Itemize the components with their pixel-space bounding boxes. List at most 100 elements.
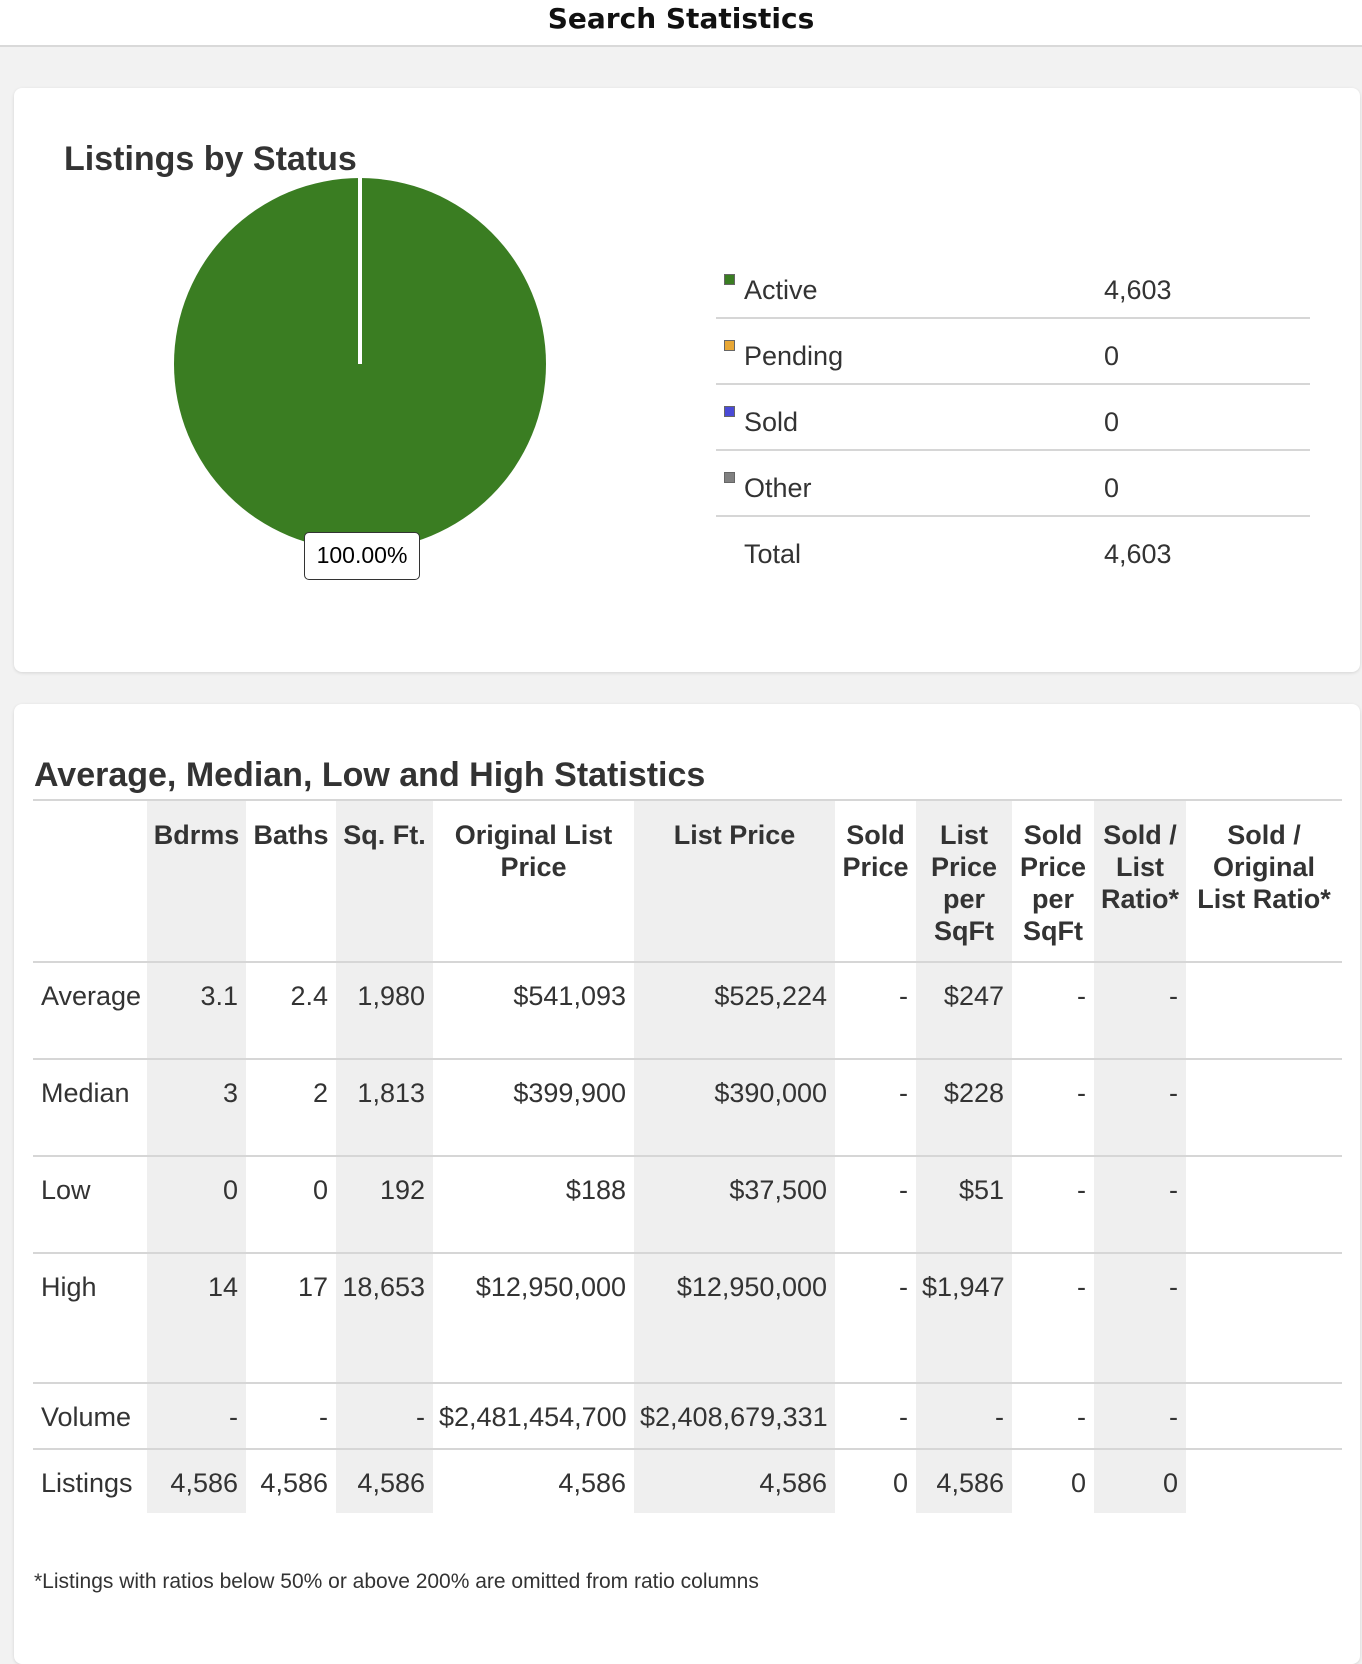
ratio-footnote: *Listings with ratios below 50% or above… [34,1570,759,1593]
legend-row-other: Other 0 [716,451,1310,517]
column-header: Sold / List Ratio* [1094,799,1186,963]
table-cell: 4,586 [558,1468,626,1498]
column-header: Sold / Original List Ratio* [1186,799,1342,963]
row-label: Median [33,1059,147,1157]
legend-label: Active [744,275,818,305]
status-pie-chart [174,178,546,550]
table-cell: 4,586 [916,1449,1012,1513]
table-cell: 192 [336,1156,433,1254]
table-cell [1186,1449,1342,1513]
row-label: High [33,1253,147,1384]
table-cell [1186,1383,1342,1450]
table-cell: $2,408,679,331 [634,1383,835,1450]
table-cell: 0 [1094,1449,1186,1513]
table-cell: 4,586 [634,1449,835,1513]
table-cell: - [1012,1383,1094,1450]
table-cell: $1,947 [916,1253,1012,1384]
table-cell: 0 [892,1468,908,1498]
listings-by-status-card: Listings by Status 100.00% Active 4,603 … [14,88,1360,672]
stats-card-title: Average, Median, Low and High Statistics [34,756,706,794]
row-label: Low [33,1156,147,1254]
legend-label: Other [744,473,812,503]
column-header: List Price per SqFt [916,799,1012,963]
table-cell: - [1094,1383,1186,1450]
table-cell: $541,093 [433,962,634,1060]
table-cell: - [835,1253,916,1384]
table-cell: - [1012,1156,1094,1254]
legend-value: 0 [1104,473,1120,503]
column-header: Sold Price [835,799,916,963]
table-row: Low 0 0 192 $188 $37,500- $51- - [33,1156,1342,1254]
table-row: Median 3 2 1,813 $399,900 $390,000- $228- - [33,1059,1342,1157]
statistics-card: Average, Median, Low and High Statistics… [14,704,1360,1664]
table-cell: - [246,1383,336,1450]
table-cell: $51 [916,1156,1012,1254]
table-cell: - [147,1383,246,1450]
column-header: Original List Price [433,799,634,963]
table-row: High 14 17 18,653 $12,950,000 $12,950,000- $1,… [33,1253,1342,1384]
top-bar: Search Statistics [0,0,1362,47]
table-cell: - [336,1383,433,1450]
table-cell [1186,1253,1342,1384]
table-cell: 3.1 [147,962,246,1060]
total-value: 4,603 [1104,539,1172,569]
table-cell: $525,224 [634,962,835,1060]
legend-swatch-other [724,472,735,483]
table-cell: 0 [246,1156,336,1254]
table-cell: 2.4 [246,962,336,1060]
table-cell: - [835,1059,916,1157]
table-cell: - [835,1383,916,1450]
table-cell: $228 [916,1059,1012,1157]
legend-swatch-active [724,274,735,285]
legend-row-active: Active 4,603 [716,253,1310,319]
table-cell: - [1012,1059,1094,1157]
table-cell: 1,813 [336,1059,433,1157]
legend-row-total: Total 4,603 [716,517,1310,583]
table-cell: - [1094,1156,1186,1254]
table-cell: - [916,1383,1012,1450]
table-cell: 17 [246,1253,336,1384]
table-cell: 1,980 [336,962,433,1060]
table-cell: 18,653 [336,1253,433,1384]
table-header-row: Bdrms Baths Sq. Ft. Original List Price … [33,799,1342,963]
table-cell: - [1094,962,1186,1060]
table-cell: 4,586 [336,1449,433,1513]
table-cell: - [835,1156,916,1254]
table-cell: 14 [147,1253,246,1384]
column-header: Bdrms [147,799,246,963]
table-cell: 2 [246,1059,336,1157]
column-header: Baths [246,799,336,963]
legend-label: Sold [744,407,799,437]
pie-data-label: 100.00% [304,532,420,580]
table-cell: - [835,962,916,1060]
table-cell: 0 [147,1156,246,1254]
legend-label: Pending [744,341,844,371]
table-cell: 0 [1070,1468,1086,1498]
row-label: Volume [33,1383,147,1450]
table-row: Listings 4,586 4,586 4,586 4,586 4,586 0 4,586 0… [33,1449,1342,1513]
table-row: Average 3.1 2.4 1,980 $541,093 $525,224- $247-… [33,962,1342,1060]
table-cell: $2,481,454,700 [433,1383,634,1450]
table-cell: $247 [916,962,1012,1060]
legend-swatch-pending [724,340,735,351]
table-cell: 4,586 [260,1468,328,1498]
table-cell: $399,900 [433,1059,634,1157]
row-label: Average [33,962,147,1060]
table-cell: $390,000 [634,1059,835,1157]
legend-row-sold: Sold 0 [716,385,1310,451]
table-cell: - [1012,962,1094,1060]
table-cell: $12,950,000 [634,1253,835,1384]
legend-row-pending: Pending 0 [716,319,1310,385]
statistics-table: Bdrms Baths Sq. Ft. Original List Price … [33,799,1342,1513]
table-cell: - [1012,1253,1094,1384]
table-cell: $37,500 [634,1156,835,1254]
status-legend: Active 4,603 Pending 0 Sold 0 Other 0 To… [716,253,1310,583]
legend-value: 4,603 [1104,275,1172,305]
table-cell [1186,1156,1342,1254]
table-row: Volume - - - $2,481,454,700 $2,408,679,331- - -… [33,1383,1342,1450]
table-cell [1186,1059,1342,1157]
table-cell: 3 [147,1059,246,1157]
legend-value: 0 [1104,407,1120,437]
legend-value: 0 [1104,341,1120,371]
total-label: Total [744,539,802,569]
